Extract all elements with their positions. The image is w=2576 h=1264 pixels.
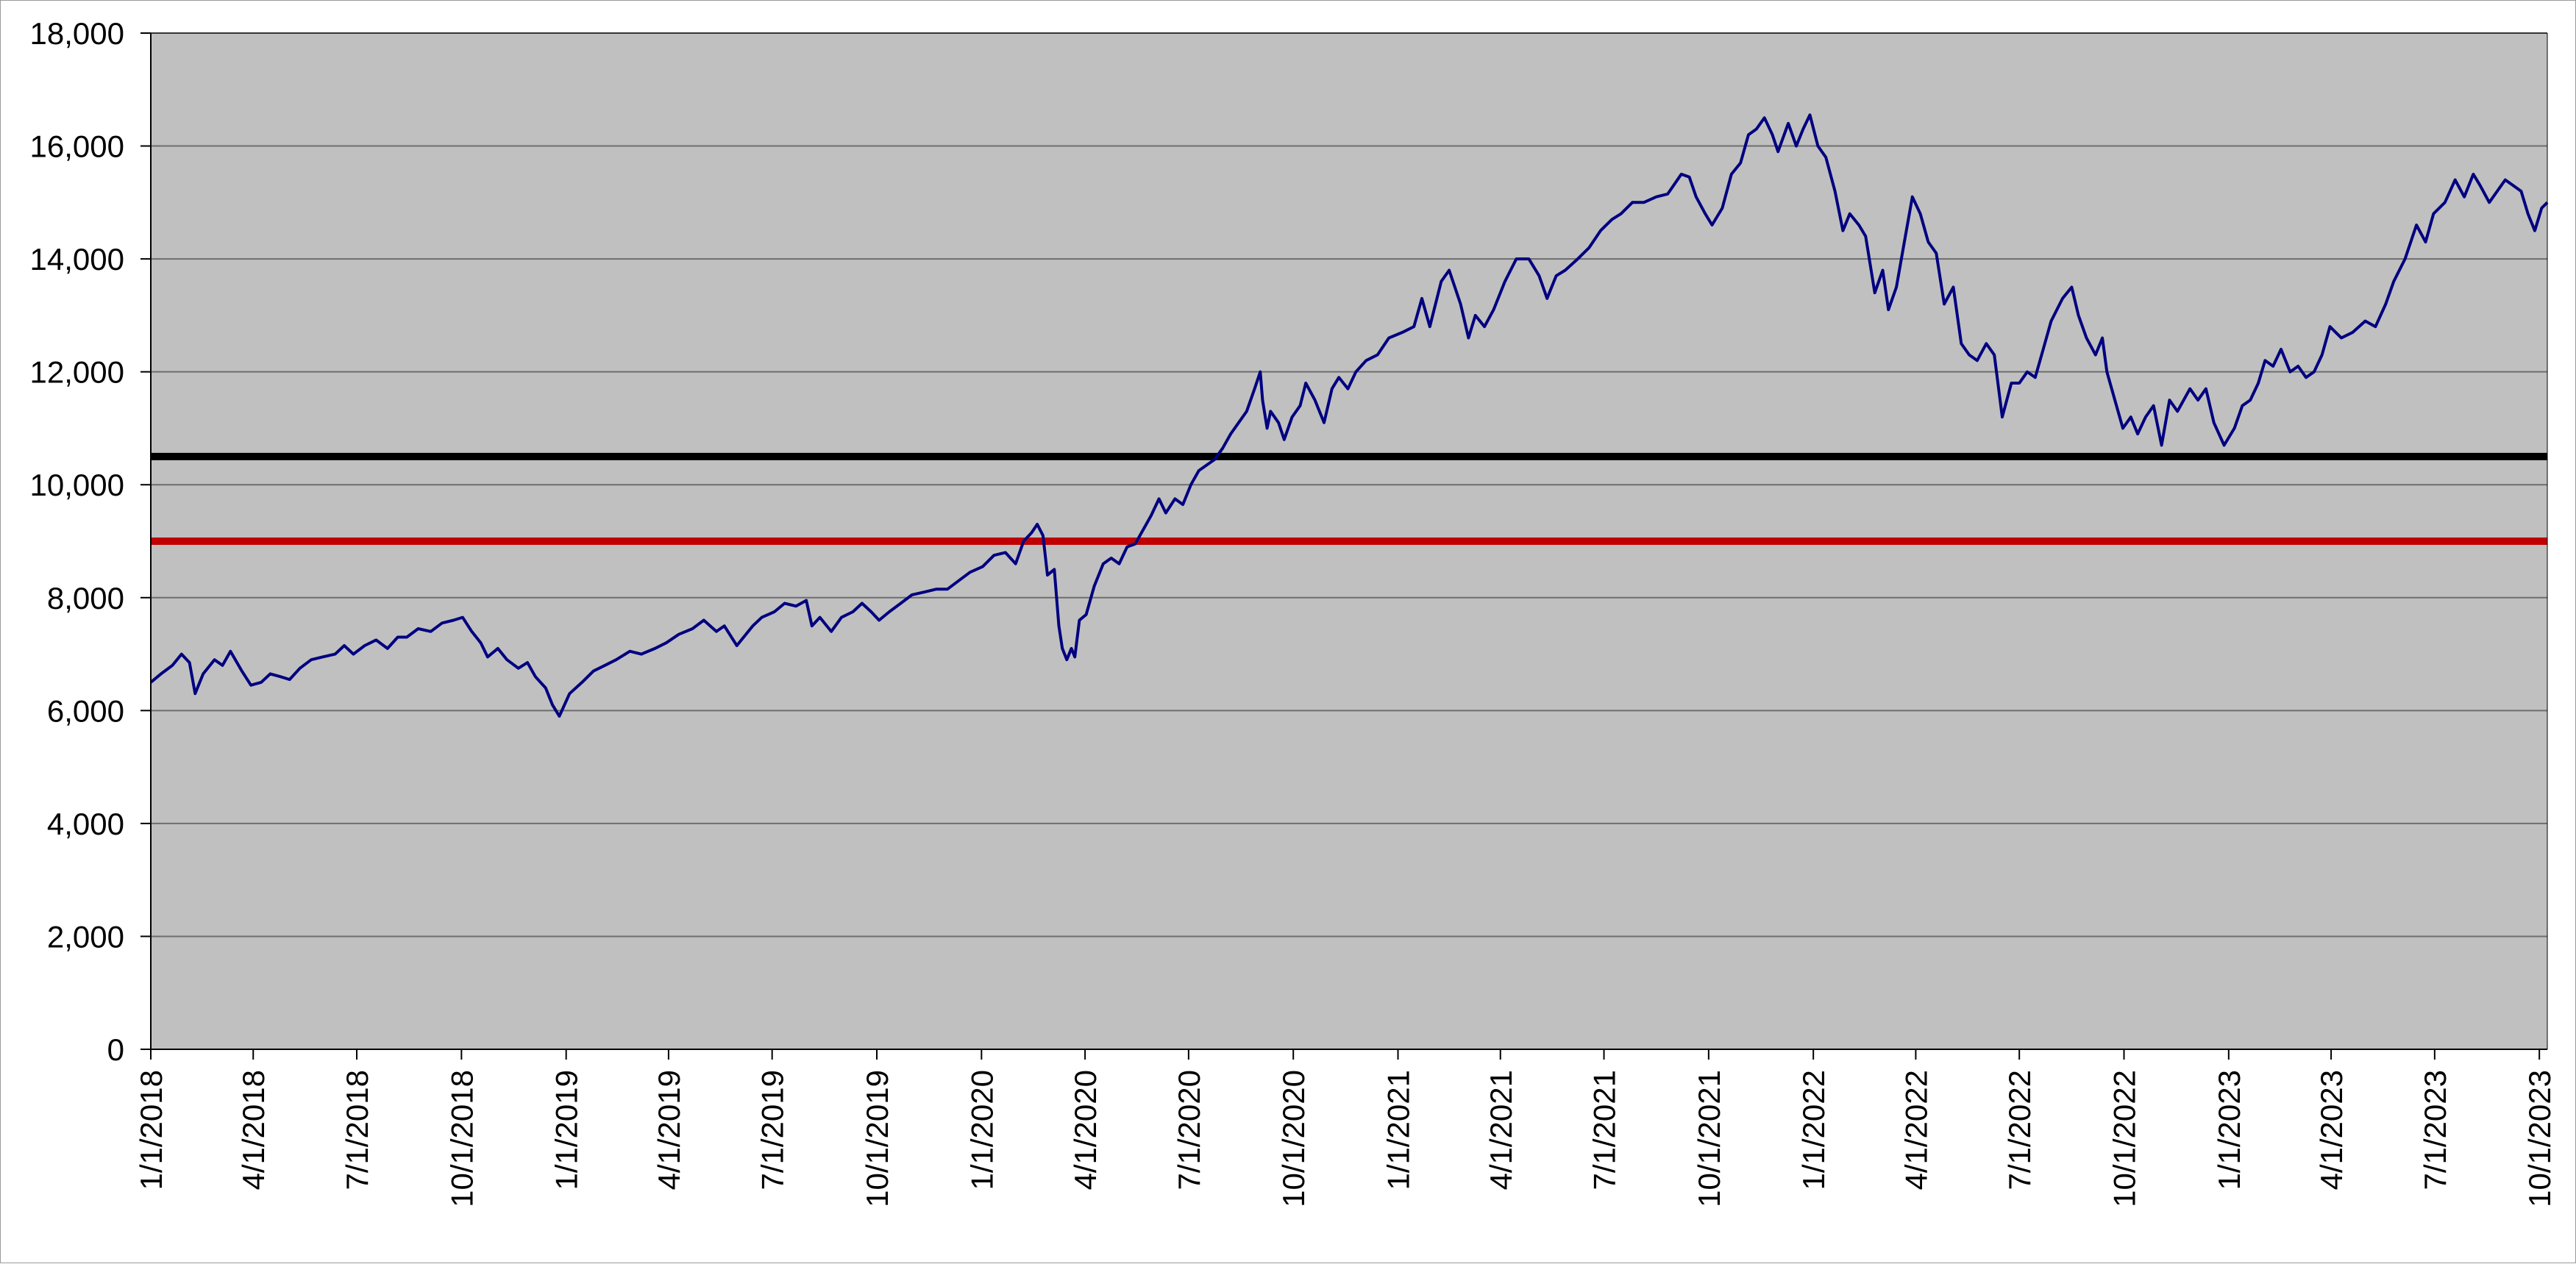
- y-tick-label: 0: [107, 1032, 124, 1067]
- x-tick-label: 7/1/2019: [755, 1070, 790, 1190]
- x-tick-label: 10/1/2023: [2522, 1070, 2557, 1207]
- x-tick-label: 4/1/2018: [236, 1070, 271, 1190]
- x-tick-label: 4/1/2022: [1899, 1070, 1933, 1190]
- series-line: [149, 113, 2549, 718]
- x-tick-label: 10/1/2021: [1692, 1070, 1726, 1207]
- x-tick-label: 4/1/2023: [2314, 1070, 2349, 1190]
- x-tick-label: 7/1/2020: [1172, 1070, 1206, 1190]
- x-axis-ticks: 1/1/2018 4/1/2018 7/1/2018 10/1/2018 1/1/201…: [134, 1049, 2557, 1207]
- x-tick-label: 1/1/2021: [1381, 1070, 1416, 1190]
- x-tick-label: 7/1/2022: [2002, 1070, 2037, 1190]
- x-tick-label: 1/1/2020: [964, 1070, 999, 1190]
- y-tick-label: 14,000: [30, 242, 124, 276]
- axes: [140, 32, 2548, 1060]
- x-tick-label: 10/1/2020: [1276, 1070, 1311, 1207]
- y-tick-label: 4,000: [47, 807, 124, 841]
- x-tick-label: 1/1/2018: [134, 1070, 168, 1190]
- y-tick-label: 16,000: [30, 129, 124, 164]
- x-tick-label: 7/1/2021: [1587, 1070, 1622, 1190]
- y-tick-label: 2,000: [47, 919, 124, 954]
- x-tick-label: 4/1/2019: [652, 1070, 686, 1190]
- x-tick-label: 4/1/2021: [1484, 1070, 1518, 1190]
- reference-lines: [151, 452, 2547, 545]
- x-tick-label: 1/1/2023: [2212, 1070, 2246, 1190]
- y-tick-label: 18,000: [30, 16, 124, 51]
- x-tick-label: 10/1/2019: [860, 1070, 894, 1207]
- x-tick-label: 7/1/2023: [2418, 1070, 2452, 1190]
- series-layer: [149, 113, 2549, 718]
- x-tick-label: 7/1/2018: [340, 1070, 374, 1190]
- y-tick-label: 12,000: [30, 355, 124, 390]
- y-tick-label: 6,000: [47, 693, 124, 728]
- y-tick-label: 8,000: [47, 581, 124, 615]
- y-axis-ticks: 0 2,000 4,000 6,000 8,000 10,000 12,000 14,000 1…: [30, 16, 151, 1067]
- x-tick-label: 1/1/2019: [549, 1070, 584, 1190]
- x-tick-label: 10/1/2022: [2107, 1070, 2142, 1207]
- x-tick-label: 10/1/2018: [444, 1070, 479, 1207]
- y-tick-label: 10,000: [30, 468, 124, 502]
- x-tick-label: 1/1/2022: [1796, 1070, 1831, 1190]
- x-tick-label: 4/1/2020: [1068, 1070, 1103, 1190]
